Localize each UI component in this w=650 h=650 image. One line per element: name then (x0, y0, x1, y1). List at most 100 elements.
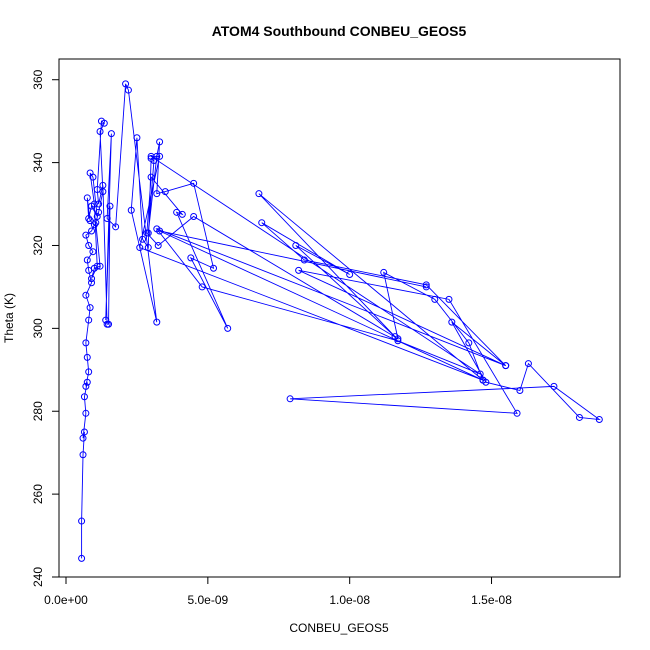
data-point (156, 227, 164, 235)
data-point (190, 179, 198, 187)
data-point (97, 117, 105, 125)
data-point (82, 291, 90, 299)
y-tick-label: 320 (31, 235, 45, 255)
data-point (346, 270, 354, 278)
data-point (153, 318, 161, 326)
data-point (96, 262, 104, 270)
x-tick-label: 1.5e-08 (471, 593, 512, 607)
data-point (147, 152, 155, 160)
data-point (83, 378, 91, 386)
data-point (380, 268, 388, 276)
y-axis: 240 260 280 300 320 340 360 (31, 69, 60, 587)
data-point (224, 324, 232, 332)
data-point (86, 304, 94, 312)
data-point (103, 215, 111, 223)
data-point (90, 221, 98, 229)
y-tick-label: 300 (31, 318, 45, 338)
data-point (85, 241, 93, 249)
data-point (156, 152, 164, 160)
data-point (422, 281, 430, 289)
y-tick-label: 360 (31, 69, 45, 89)
data-point (96, 128, 104, 136)
data-point (80, 393, 88, 401)
chart-title: ATOM4 Southbound CONBEU_GEOS5 (212, 23, 467, 39)
data-point (127, 206, 135, 214)
y-tick-label: 280 (31, 401, 45, 421)
data-point (83, 256, 91, 264)
data-point (258, 219, 266, 227)
data-point (106, 202, 114, 210)
data-point (95, 200, 103, 208)
data-point (448, 318, 456, 326)
data-point (85, 316, 93, 324)
data-point (83, 353, 91, 361)
y-axis-label: Theta (K) (2, 293, 16, 343)
data-point (88, 275, 96, 283)
data-point (79, 451, 87, 459)
series-line (81, 83, 601, 559)
data-point (90, 200, 98, 208)
x-tick-label: 0.0e+00 (44, 593, 88, 607)
data-point (122, 80, 130, 88)
data-point (82, 382, 90, 390)
data-point (465, 339, 473, 347)
data-point (286, 395, 294, 403)
data-point (524, 360, 532, 368)
data-point (575, 413, 583, 421)
data-point (479, 376, 487, 384)
data-point (300, 256, 308, 264)
y-tick-label: 240 (31, 567, 45, 587)
data-point (178, 210, 186, 218)
x-axis: 0.0e+00 5.0e-09 1.0e-08 1.5e-08 (44, 576, 512, 607)
data-point (80, 428, 88, 436)
x-tick-label: 1.0e-08 (329, 593, 370, 607)
data-point (476, 370, 484, 378)
data-point (88, 227, 96, 235)
data-point (82, 409, 90, 417)
plot-frame (58, 58, 621, 578)
data-point (99, 181, 107, 189)
data-point (124, 86, 132, 94)
data-point (153, 190, 161, 198)
data-point (210, 264, 218, 272)
data-point (79, 434, 87, 442)
data-point (78, 554, 86, 562)
data-point (513, 409, 521, 417)
data-point (89, 248, 97, 256)
data-point (190, 212, 198, 220)
data-point (136, 244, 144, 252)
data-point (516, 387, 524, 395)
data-point (85, 215, 93, 223)
data-point (83, 194, 91, 202)
data-point (93, 212, 101, 220)
x-axis-label: CONBEU_GEOS5 (289, 621, 389, 635)
data-point (95, 208, 103, 216)
data-point (154, 241, 162, 249)
data-point (88, 279, 96, 287)
data-point (422, 283, 430, 291)
data-point (431, 295, 439, 303)
data-point (161, 188, 169, 196)
data-point (82, 231, 90, 239)
data-point (147, 173, 155, 181)
y-tick-label: 260 (31, 484, 45, 504)
data-point (92, 219, 100, 227)
data-point (85, 368, 93, 376)
data-point (112, 223, 120, 231)
x-tick-label: 5.0e-09 (187, 593, 228, 607)
data-point (107, 130, 115, 138)
data-point (78, 517, 86, 525)
data-point (187, 254, 195, 262)
data-point (143, 229, 151, 237)
data-point (550, 382, 558, 390)
data-point (102, 316, 110, 324)
series-layer (78, 80, 603, 562)
data-point (86, 169, 94, 177)
data-point (595, 416, 603, 424)
data-point (156, 138, 164, 146)
data-point (445, 295, 453, 303)
data-point (93, 186, 101, 194)
data-point (255, 190, 263, 198)
